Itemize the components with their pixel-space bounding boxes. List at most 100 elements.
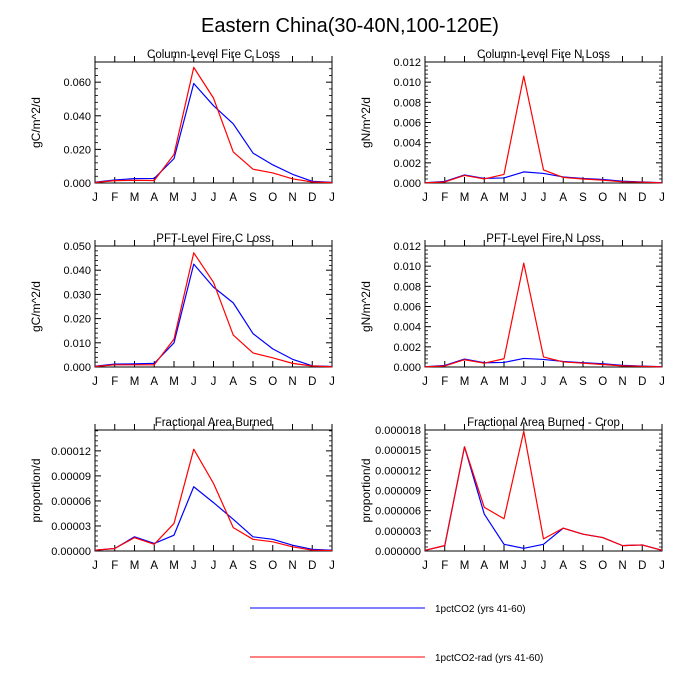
x-tick-label: A bbox=[480, 560, 488, 572]
chart-panels: Column-Level Fire C Loss gC/m^2/d 0.000 0.0… bbox=[29, 49, 665, 572]
x-tick-label: O bbox=[598, 376, 607, 388]
y-axis-label: gC/m^2/d bbox=[29, 281, 43, 332]
y-tick-label: 0.000003 bbox=[375, 526, 421, 538]
x-tick-label: M bbox=[130, 192, 140, 204]
panel-title: PFT-Level Fire N Loss bbox=[486, 233, 601, 245]
x-tick-label: J bbox=[422, 192, 428, 204]
x-tick-label: A bbox=[559, 192, 567, 204]
series-line-1pctco2 bbox=[424, 446, 663, 551]
panel-title: Column-Level Fire N Loss bbox=[477, 49, 610, 61]
x-tick-label: J bbox=[422, 560, 428, 572]
y-tick-label: 0.004 bbox=[393, 322, 421, 334]
plot-frame bbox=[424, 245, 663, 368]
y-tick-label: 0.00000 bbox=[51, 546, 91, 558]
y-tick-label: 0.010 bbox=[393, 77, 421, 89]
series-line-1pctco2-rad bbox=[424, 262, 663, 368]
x-tick-label: J bbox=[92, 560, 98, 572]
x-tick-label: J bbox=[329, 192, 335, 204]
y-tick-label: 0.008 bbox=[393, 97, 421, 109]
x-tick-label: N bbox=[618, 376, 626, 388]
x-tick-label: F bbox=[441, 376, 448, 388]
chart-panel: Fractional Area Burned proportion/d 0.0000… bbox=[29, 417, 335, 572]
y-axis-label: proportion/d bbox=[359, 458, 373, 522]
x-tick-label: O bbox=[268, 376, 277, 388]
x-tick-label: J bbox=[521, 376, 527, 388]
x-tick-label: J bbox=[329, 560, 335, 572]
x-tick-label: A bbox=[150, 376, 158, 388]
x-tick-label: J bbox=[521, 560, 527, 572]
chart-panel: PFT-Level Fire C Loss gC/m^2/d 0.000 0.010 0… bbox=[29, 233, 335, 388]
x-tick-label: O bbox=[268, 192, 277, 204]
x-tick-label: N bbox=[618, 560, 626, 572]
y-tick-label: 0.006 bbox=[393, 302, 421, 314]
x-tick-label: J bbox=[211, 376, 217, 388]
x-tick-label: J bbox=[541, 192, 547, 204]
panel-title: PFT-Level Fire C Loss bbox=[156, 233, 271, 245]
x-tick-label: S bbox=[579, 560, 587, 572]
x-tick-label: F bbox=[111, 560, 118, 572]
panel-title: Column-Level Fire C Loss bbox=[147, 49, 280, 61]
series-line-1pctco2-rad bbox=[94, 252, 333, 368]
panel-title: Fractional Area Burned bbox=[155, 417, 273, 429]
series-line-1pctco2-rad bbox=[424, 430, 663, 551]
x-tick-label: D bbox=[308, 560, 316, 572]
y-tick-label: 0.012 bbox=[393, 57, 421, 69]
chart-panel: Column-Level Fire N Loss gN/m^2/d 0.000 0.0… bbox=[359, 49, 665, 204]
chart-panel: Column-Level Fire C Loss gC/m^2/d 0.000 0.0… bbox=[29, 49, 335, 204]
x-tick-label: J bbox=[422, 376, 428, 388]
x-tick-label: M bbox=[460, 560, 470, 572]
x-tick-label: J bbox=[541, 376, 547, 388]
x-tick-label: S bbox=[579, 192, 587, 204]
x-tick-label: A bbox=[559, 560, 567, 572]
x-tick-label: S bbox=[249, 376, 257, 388]
plot-frame bbox=[424, 429, 663, 552]
x-tick-label: S bbox=[249, 192, 257, 204]
y-axis-label: gC/m^2/d bbox=[29, 97, 43, 148]
x-tick-label: J bbox=[659, 376, 665, 388]
x-tick-label: A bbox=[150, 192, 158, 204]
x-tick-label: S bbox=[249, 560, 257, 572]
x-tick-label: D bbox=[638, 560, 646, 572]
y-tick-label: 0.060 bbox=[63, 77, 91, 89]
x-tick-label: J bbox=[659, 560, 665, 572]
y-tick-label: 0.020 bbox=[63, 314, 91, 326]
x-tick-label: N bbox=[618, 192, 626, 204]
x-tick-label: J bbox=[211, 560, 217, 572]
x-tick-label: A bbox=[480, 192, 488, 204]
series-line-1pctco2-rad bbox=[94, 448, 333, 552]
x-tick-label: J bbox=[329, 376, 335, 388]
x-tick-label: D bbox=[638, 376, 646, 388]
x-tick-label: M bbox=[169, 376, 179, 388]
y-tick-label: 0.040 bbox=[63, 265, 91, 277]
x-tick-label: M bbox=[169, 560, 179, 572]
y-tick-label: 0.000 bbox=[393, 178, 421, 190]
x-tick-label: M bbox=[499, 560, 509, 572]
x-tick-label: N bbox=[288, 560, 296, 572]
y-tick-label: 0.000006 bbox=[375, 506, 421, 518]
x-tick-label: A bbox=[229, 376, 237, 388]
y-tick-label: 0.000015 bbox=[375, 445, 421, 457]
x-tick-label: M bbox=[460, 192, 470, 204]
plot-frame bbox=[94, 245, 333, 368]
y-tick-label: 0.010 bbox=[393, 261, 421, 273]
y-tick-label: 0.00003 bbox=[51, 521, 91, 533]
x-tick-label: J bbox=[92, 192, 98, 204]
y-tick-label: 0.020 bbox=[63, 144, 91, 156]
legend-label: 1pctCO2-rad (yrs 41-60) bbox=[435, 653, 543, 664]
plot-frame bbox=[94, 429, 333, 552]
plot-frame bbox=[424, 61, 663, 184]
y-tick-label: 0.000000 bbox=[375, 546, 421, 558]
x-tick-label: F bbox=[111, 192, 118, 204]
x-tick-label: A bbox=[480, 376, 488, 388]
x-tick-label: M bbox=[169, 192, 179, 204]
legend-label: 1pctCO2 (yrs 41-60) bbox=[435, 604, 526, 615]
x-tick-label: A bbox=[229, 560, 237, 572]
plot-frame bbox=[94, 61, 333, 184]
x-tick-label: N bbox=[288, 192, 296, 204]
y-tick-label: 0.000 bbox=[63, 178, 91, 190]
y-tick-label: 0.00009 bbox=[51, 471, 91, 483]
x-tick-label: J bbox=[191, 376, 197, 388]
series-line-1pctco2-rad bbox=[94, 66, 333, 184]
x-tick-label: J bbox=[211, 192, 217, 204]
